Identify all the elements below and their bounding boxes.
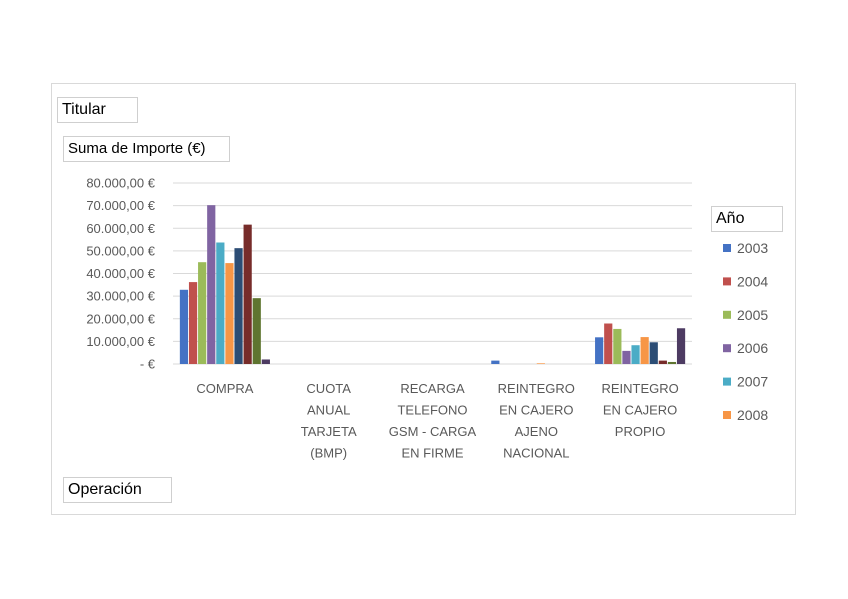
x-category-label: COMPRA [196, 381, 253, 396]
legend-label: 2007 [737, 374, 768, 390]
values-field-button[interactable]: Suma de Importe (€) [63, 136, 230, 162]
y-tick-label: 40.000,00 € [86, 266, 155, 281]
x-category-label: PROPIO [615, 424, 666, 439]
bar-2004-5 [604, 323, 613, 364]
y-tick-label: 30.000,00 € [86, 289, 155, 304]
bar-2008-4 [536, 363, 545, 364]
y-tick-label: 20.000,00 € [86, 311, 155, 326]
legend-swatch [723, 344, 731, 353]
legend-label: 2005 [737, 307, 768, 323]
bar-2003-1 [179, 289, 189, 364]
x-category-label: EN FIRME [401, 446, 463, 461]
bar-2007-5 [631, 345, 640, 364]
legend-label: 2008 [737, 407, 768, 423]
legend-swatch [723, 377, 731, 386]
y-tick-label: 60.000,00 € [86, 221, 155, 236]
legend-swatch [723, 277, 731, 286]
bar-series-7-5 [649, 342, 658, 364]
x-category-label: CUOTA [306, 381, 351, 396]
bar-series-9-1 [252, 298, 261, 364]
bar-series-8-5 [658, 360, 667, 364]
bar-2006-5 [622, 350, 631, 364]
y-tick-label: 50.000,00 € [86, 243, 155, 258]
bar-series-10-5 [676, 328, 686, 364]
x-category-label: (BMP) [310, 446, 347, 461]
bar-2008-5 [640, 337, 649, 364]
x-category-label: GSM - CARGA [389, 424, 477, 439]
y-tick-label: 70.000,00 € [86, 198, 155, 213]
x-category-label: TELEFONO [397, 403, 467, 418]
legend-swatch [723, 411, 731, 419]
x-category-label: ANUAL [307, 403, 350, 418]
axis-field-button[interactable]: Operación [63, 477, 172, 503]
bar-2005-1 [198, 262, 207, 364]
x-category-label: EN CAJERO [603, 403, 677, 418]
bar-2007-1 [216, 242, 225, 364]
x-category-label: REINTEGRO [601, 381, 678, 396]
x-category-label: TARJETA [301, 424, 357, 439]
bar-2004-1 [188, 282, 198, 364]
legend-label: 2006 [737, 340, 768, 356]
legend-field-button[interactable]: Año [711, 206, 783, 232]
bar-2006-1 [207, 205, 216, 364]
bar-series-9-5 [667, 361, 677, 364]
legend-label: 2003 [737, 240, 768, 256]
titular-filter-button[interactable]: Titular [57, 97, 138, 123]
bar-2005-5 [613, 328, 622, 364]
y-tick-label: 10.000,00 € [86, 334, 155, 349]
bar-series-7-1 [234, 248, 243, 364]
legend-swatch [723, 244, 731, 252]
x-category-label: NACIONAL [503, 446, 569, 461]
x-category-label: RECARGA [400, 381, 465, 396]
bar-series-10-1 [261, 359, 270, 364]
legend-label: 2004 [737, 273, 768, 289]
y-tick-label: 80.000,00 € [86, 176, 155, 191]
bar-2003-5 [595, 337, 604, 364]
bar-2008-1 [225, 263, 234, 364]
chart-area [51, 83, 796, 515]
x-category-label: EN CAJERO [499, 403, 573, 418]
bar-series-8-1 [243, 224, 252, 364]
x-category-label: AJENO [515, 424, 558, 439]
x-category-label: REINTEGRO [498, 381, 575, 396]
legend-swatch [723, 310, 731, 319]
y-tick-label: - € [140, 357, 156, 372]
bar-2003-4 [491, 360, 500, 364]
